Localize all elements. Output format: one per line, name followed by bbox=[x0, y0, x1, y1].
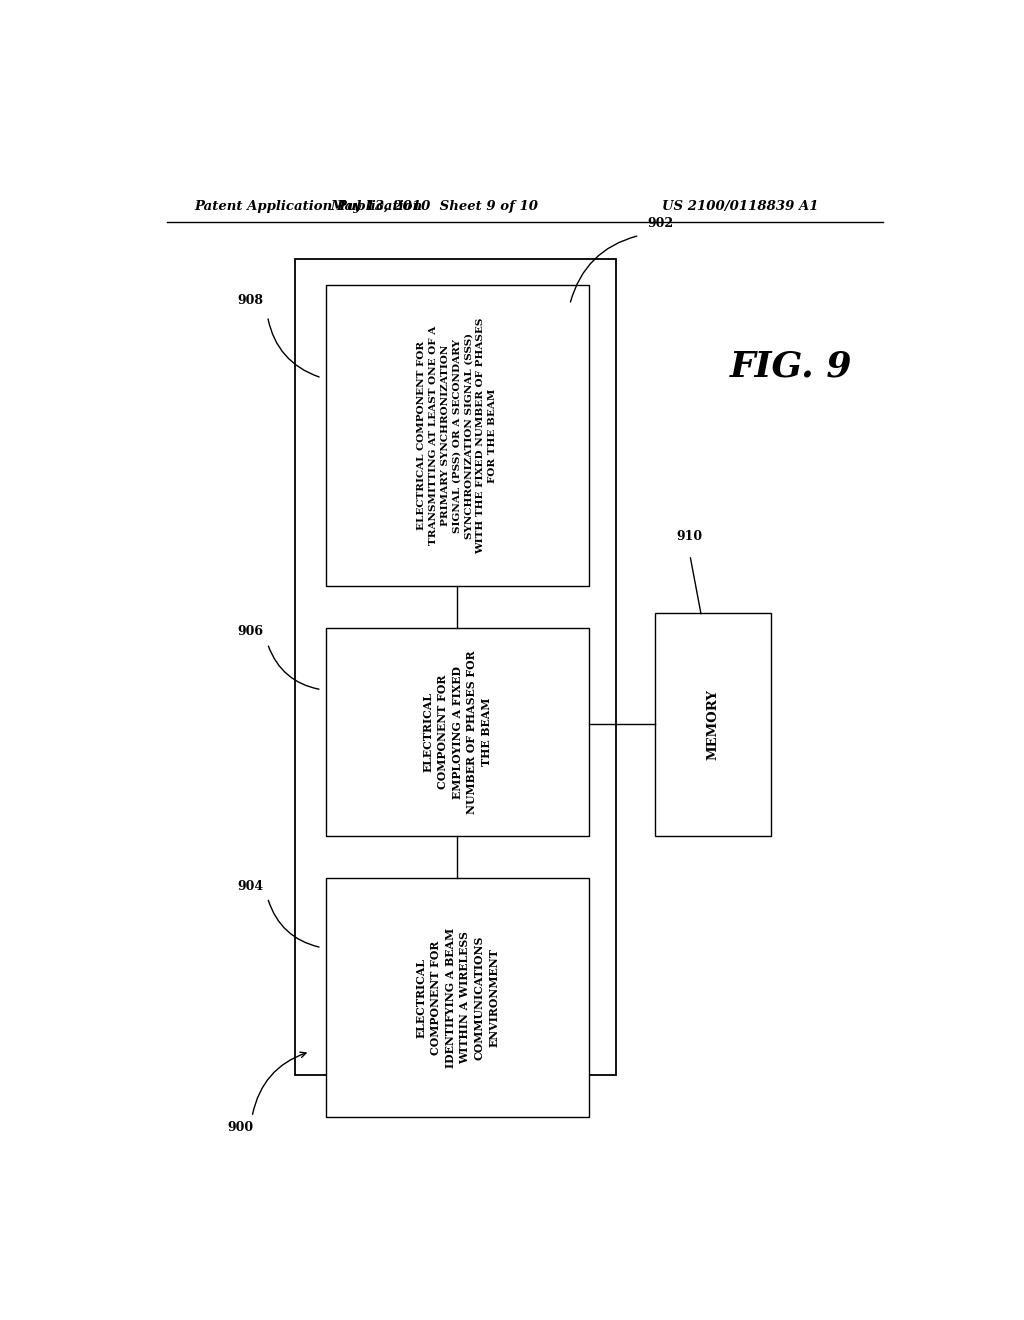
Bar bbox=[326, 285, 589, 586]
Text: May 13, 2010  Sheet 9 of 10: May 13, 2010 Sheet 9 of 10 bbox=[330, 199, 539, 213]
Text: US 2100/0118839 A1: US 2100/0118839 A1 bbox=[662, 199, 818, 213]
Text: MEMORY: MEMORY bbox=[707, 689, 720, 760]
Bar bbox=[295, 259, 616, 1074]
Text: 902: 902 bbox=[647, 218, 674, 231]
Text: ELECTRICAL
COMPONENT FOR
IDENTIFYING A BEAM
WITHIN A WIRELESS
COMMUNICATIONS
ENV: ELECTRICAL COMPONENT FOR IDENTIFYING A B… bbox=[416, 928, 500, 1068]
Bar bbox=[326, 878, 589, 1117]
Bar bbox=[326, 628, 589, 836]
Text: ELECTRICAL COMPONENT FOR
TRANSMITTING AT LEAST ONE OF A
PRIMARY SYNCHRONIZATION
: ELECTRICAL COMPONENT FOR TRANSMITTING AT… bbox=[418, 317, 498, 554]
Text: FIG. 9: FIG. 9 bbox=[729, 350, 852, 383]
Text: 910: 910 bbox=[677, 531, 702, 544]
Text: 900: 900 bbox=[227, 1121, 253, 1134]
Text: Patent Application Publication: Patent Application Publication bbox=[194, 199, 422, 213]
Text: 906: 906 bbox=[238, 626, 263, 639]
Text: 908: 908 bbox=[238, 294, 263, 308]
Bar bbox=[655, 612, 771, 836]
Text: ELECTRICAL
COMPONENT FOR
EMPLOYING A FIXED
NUMBER OF PHASES FOR
THE BEAM: ELECTRICAL COMPONENT FOR EMPLOYING A FIX… bbox=[423, 651, 493, 814]
Text: 904: 904 bbox=[238, 879, 263, 892]
